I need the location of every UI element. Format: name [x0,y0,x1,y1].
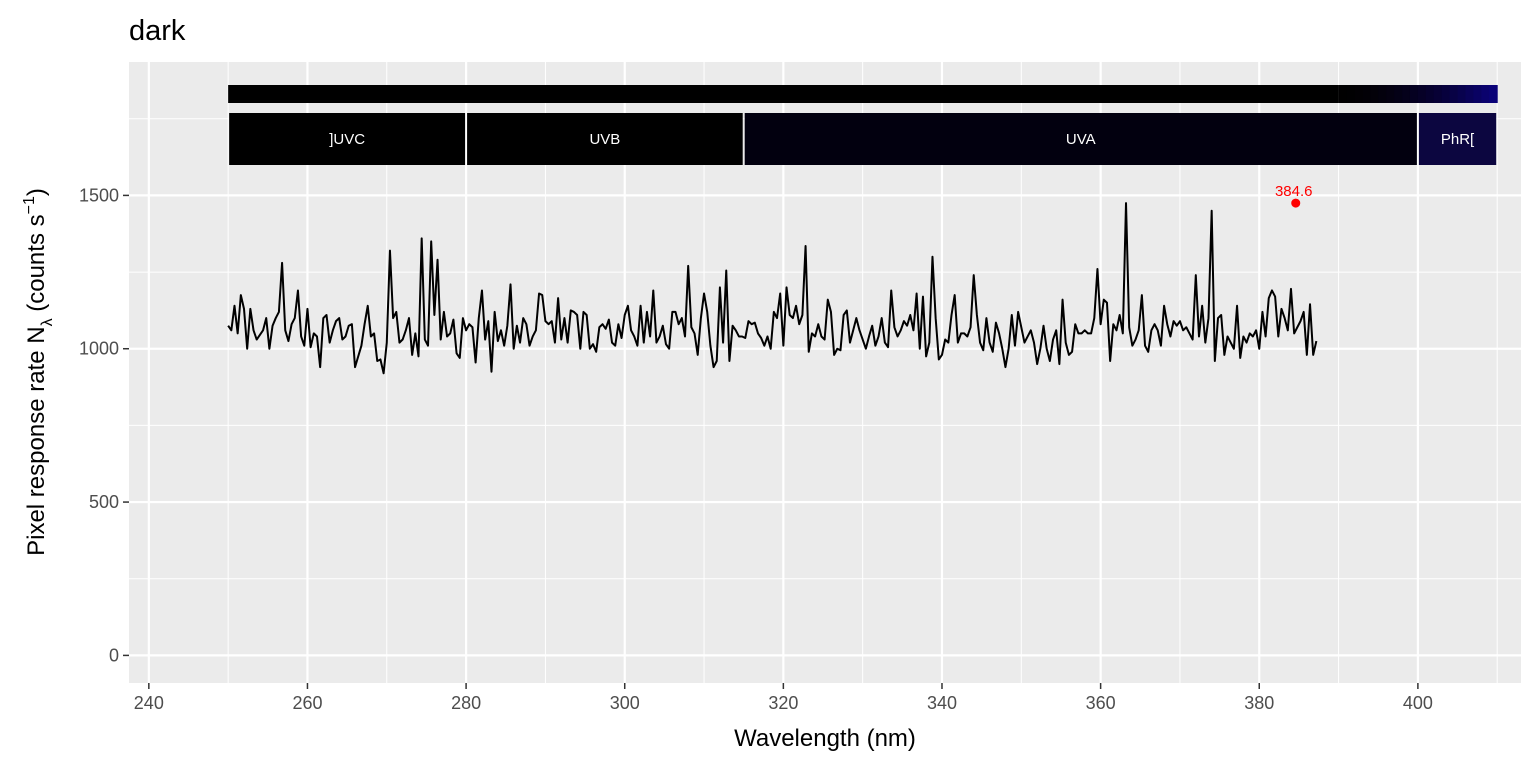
waveband-box [1418,113,1497,165]
y-axis-title-units: (counts s [23,214,50,318]
x-tick-label: 380 [1244,693,1274,713]
color-bar-segment [1386,85,1395,103]
spectrum-line [227,202,1318,375]
peak-label: 384.6 [1275,183,1313,200]
wavelength-color-bar [228,85,1498,103]
color-bar-segment [1362,85,1371,103]
y-tick-label: 1000 [79,339,119,359]
y-axis-title-superscript: −1 [21,196,38,214]
series-group [227,202,1318,375]
peak-annotation: 384.6 [1275,183,1313,208]
waveband-box [229,113,466,165]
waveband-box [744,113,1417,165]
waveband-box [467,113,743,165]
waveband-label: UVB [589,131,620,148]
x-tick-label: 260 [292,693,322,713]
color-bar-segment [1441,85,1451,103]
x-tick-label: 300 [610,693,640,713]
color-bar-segment [1465,85,1474,103]
x-tick-label: 340 [927,693,957,713]
y-axis-title-subscript: λ [39,318,56,326]
color-bar-segment [1481,85,1490,103]
color-bar-segment [1457,85,1466,103]
color-bar-segment [228,85,1339,103]
x-tick-label: 320 [768,693,798,713]
peak-marker [1291,198,1301,208]
color-bar-segment [1449,85,1459,103]
chart-title: dark [129,15,186,47]
waveband-annotations: ]UVC UVB UVA PhR[ [229,113,1497,165]
color-bar-segment [1425,85,1435,103]
minor-gridlines [129,62,1521,683]
x-tick-label: 240 [134,693,164,713]
waveband-label: UVA [1066,131,1096,148]
y-tick-label: 1500 [79,185,119,205]
color-bar-segment [1489,85,1498,103]
color-bar-segment [1378,85,1387,103]
y-axis-title: Pixel response rate Nλ (counts s−1) [21,188,56,556]
color-bar-segment [1338,85,1348,103]
y-tick-label: 500 [89,492,119,512]
color-bar-segment [1370,85,1379,103]
y-axis-title-close: ) [23,188,50,196]
x-axis-title: Wavelength (nm) [734,725,916,752]
waveband-label: PhR[ [1441,131,1475,148]
color-bar-segment [1394,85,1403,103]
color-bar-segment [1473,85,1482,103]
y-axis-title-main: Pixel response rate N [23,326,50,555]
x-tick-label: 360 [1086,693,1116,713]
waveband-label: ]UVC [329,131,365,148]
x-tick-label: 280 [451,693,481,713]
y-tick-label: 0 [109,645,119,665]
color-bar-segment [1402,85,1411,103]
color-bar-segment [1433,85,1443,103]
color-bar-segment [1346,85,1355,103]
color-bar-segment [1409,85,1419,103]
plot-panel [129,62,1521,683]
axes: 240 260 280 300 320 340 360 380 400 0 500 1000 1500 [79,185,1433,713]
major-gridlines [129,62,1521,683]
color-bar-segment [1354,85,1363,103]
x-tick-label: 400 [1403,693,1433,713]
color-bar-segment [1417,85,1427,103]
